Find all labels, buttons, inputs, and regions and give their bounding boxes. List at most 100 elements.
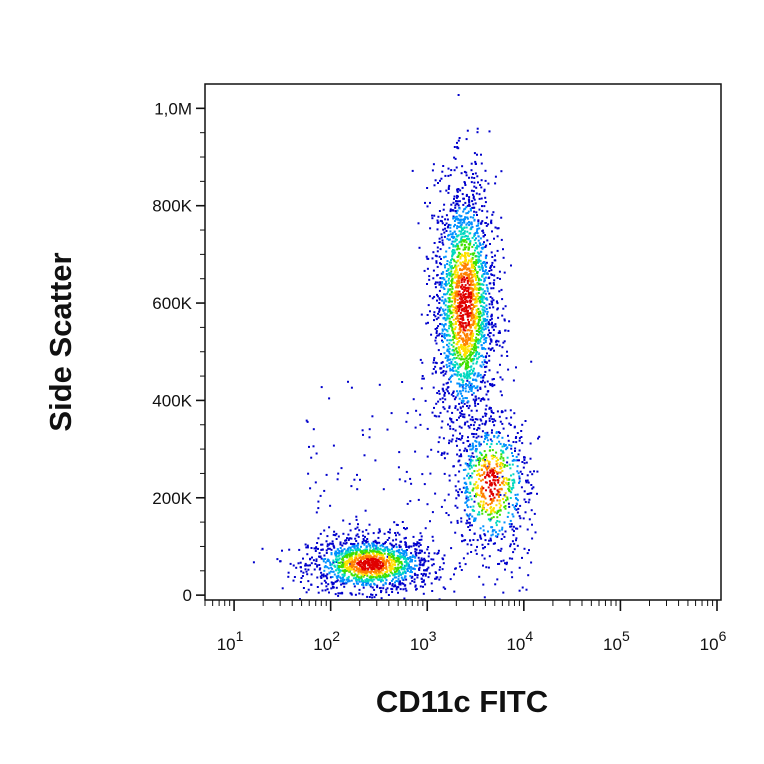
event-dot — [476, 175, 479, 178]
event-dot — [457, 331, 460, 334]
event-dot — [458, 339, 461, 342]
event-dot — [478, 296, 481, 299]
event-dot — [472, 369, 475, 372]
event-dot — [361, 579, 364, 582]
event-dot — [491, 526, 494, 529]
event-dot — [449, 210, 452, 213]
event-dot — [470, 317, 473, 319]
event-dot — [348, 555, 351, 558]
event-dot — [471, 269, 474, 272]
event-dot — [470, 282, 473, 285]
event-dot — [477, 502, 480, 505]
event-dot — [380, 556, 383, 559]
event-dot — [376, 546, 379, 549]
event-dot — [322, 573, 325, 576]
event-dot — [493, 384, 496, 387]
event-dot — [451, 287, 454, 290]
event-dot — [466, 504, 469, 507]
event-dot — [445, 280, 447, 283]
event-dot — [510, 491, 513, 494]
event-dot — [458, 214, 461, 217]
event-dot — [438, 283, 441, 286]
event-dot — [459, 322, 462, 325]
event-dot — [530, 561, 533, 564]
event-dot — [454, 233, 457, 236]
event-dot — [467, 440, 470, 443]
event-dot — [345, 562, 348, 565]
event-dot — [455, 166, 458, 169]
event-dot — [361, 429, 364, 432]
event-dot — [442, 286, 445, 289]
event-dot — [478, 463, 481, 466]
event-dot — [437, 390, 440, 393]
event-dot — [399, 588, 402, 591]
event-dot — [469, 445, 472, 448]
event-dot — [481, 485, 484, 488]
event-dot — [448, 439, 451, 442]
event-dot — [352, 577, 355, 580]
event-dot — [488, 303, 491, 306]
event-dot — [499, 462, 502, 464]
event-dot — [475, 492, 478, 495]
event-dot — [452, 328, 455, 331]
event-dot — [356, 526, 359, 529]
event-dot — [456, 382, 459, 385]
event-dot — [478, 478, 481, 481]
event-dot — [359, 564, 362, 566]
event-dot — [512, 551, 515, 554]
event-dot — [448, 474, 451, 477]
event-dot — [473, 219, 476, 222]
event-dot — [453, 295, 456, 298]
event-dot — [353, 546, 356, 549]
event-dot — [336, 548, 339, 551]
event-dot — [488, 475, 491, 478]
event-dot — [317, 507, 320, 510]
event-dot — [507, 329, 510, 332]
event-dot — [438, 309, 441, 312]
event-dot — [384, 575, 387, 578]
event-dot — [465, 290, 468, 293]
event-dot — [452, 395, 455, 398]
event-dot — [299, 581, 302, 583]
event-dot — [333, 564, 336, 567]
event-dot — [464, 347, 467, 350]
event-dot — [496, 489, 499, 492]
event-dot — [330, 581, 333, 584]
event-dot — [510, 523, 513, 526]
event-dot — [443, 278, 446, 281]
event-dot — [457, 147, 460, 150]
event-dot — [395, 569, 398, 572]
event-dot — [446, 283, 449, 286]
event-dot — [434, 371, 437, 374]
event-dot — [465, 206, 468, 209]
event-dot — [393, 563, 396, 566]
event-dot — [512, 459, 515, 462]
event-dot — [334, 554, 337, 557]
event-dot — [398, 478, 401, 481]
event-dot — [358, 557, 361, 559]
event-dot — [482, 243, 485, 246]
event-dot — [368, 553, 371, 556]
event-dot — [441, 361, 444, 364]
event-dot — [464, 365, 467, 368]
event-dot — [457, 310, 460, 312]
event-dot — [470, 335, 473, 338]
event-dot — [379, 570, 382, 573]
event-dot — [492, 494, 495, 497]
event-dot — [398, 544, 401, 547]
event-dot — [327, 583, 330, 586]
event-dot — [435, 261, 438, 264]
event-dot — [460, 279, 463, 282]
event-dot — [475, 310, 478, 312]
event-dot — [327, 547, 330, 550]
event-dot — [447, 493, 450, 496]
event-dot — [467, 498, 470, 501]
event-dot — [452, 266, 455, 269]
event-dot — [442, 562, 445, 565]
event-dot — [498, 415, 501, 418]
event-dot — [456, 394, 459, 397]
event-dot — [463, 254, 465, 257]
event-dot — [508, 478, 511, 481]
event-dot — [452, 216, 455, 219]
event-dot — [475, 308, 478, 311]
